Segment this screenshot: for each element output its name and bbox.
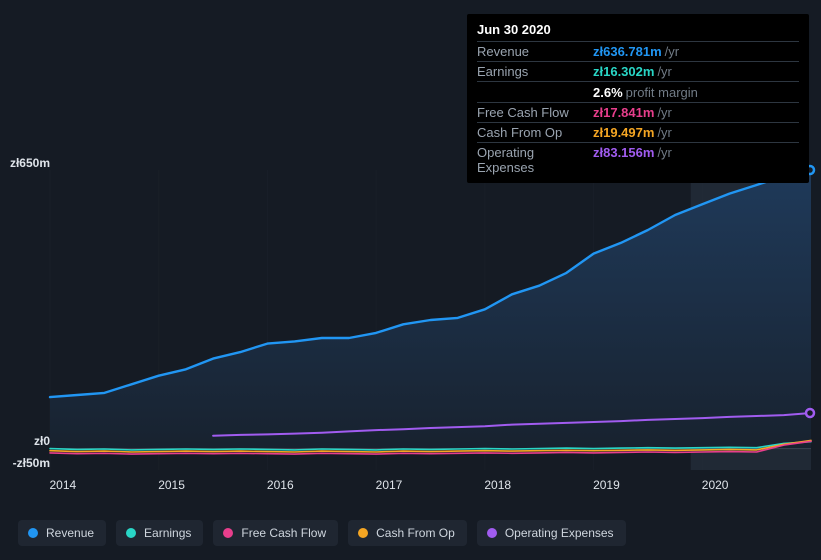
- tooltip-row: Earningszł16.302m/yr: [477, 61, 799, 81]
- tooltip-label: Cash From Op: [477, 125, 593, 140]
- tooltip-unit: /yr: [657, 145, 671, 160]
- tooltip-value: zł17.841m: [593, 105, 654, 120]
- tooltip-label: Earnings: [477, 64, 593, 79]
- x-axis-tick: 2016: [267, 478, 268, 492]
- x-axis-tick: 2020: [702, 478, 703, 492]
- y-axis-label-top: zł650m: [10, 156, 50, 170]
- tooltip-value: zł19.497m: [593, 125, 654, 140]
- x-axis-tick: 2018: [484, 478, 485, 492]
- legend-item[interactable]: Revenue: [18, 520, 106, 546]
- tooltip-label: Operating Expenses: [477, 145, 593, 175]
- tooltip-label: [477, 84, 593, 97]
- tooltip-row: 2.6%profit margin: [477, 81, 799, 102]
- legend-label: Revenue: [46, 526, 94, 540]
- legend-swatch: [126, 528, 136, 538]
- legend-swatch: [28, 528, 38, 538]
- tooltip-unit: profit margin: [626, 85, 698, 100]
- legend-item[interactable]: Cash From Op: [348, 520, 467, 546]
- legend-label: Cash From Op: [376, 526, 455, 540]
- legend-item[interactable]: Earnings: [116, 520, 203, 546]
- tooltip-row: Free Cash Flowzł17.841m/yr: [477, 102, 799, 122]
- legend-swatch: [358, 528, 368, 538]
- tooltip-value: zł636.781m: [593, 44, 662, 59]
- tooltip-label: Revenue: [477, 44, 593, 59]
- legend-item[interactable]: Operating Expenses: [477, 520, 626, 546]
- legend-item[interactable]: Free Cash Flow: [213, 520, 338, 546]
- tooltip-date: Jun 30 2020: [477, 20, 799, 41]
- tooltip-unit: /yr: [665, 44, 679, 59]
- chart-legend: Revenue Earnings Free Cash Flow Cash From O…: [18, 520, 626, 546]
- revenue-area: [50, 170, 811, 449]
- y-axis-label-neg: -zł50m: [13, 456, 50, 470]
- y-axis-label-zero: zł0: [34, 434, 50, 448]
- data-tooltip: Jun 30 2020Revenuezł636.781m/yrEarningsz…: [467, 14, 809, 183]
- x-axis-tick: 2015: [158, 478, 159, 492]
- legend-label: Free Cash Flow: [241, 526, 326, 540]
- legend-label: Earnings: [144, 526, 191, 540]
- tooltip-unit: /yr: [657, 64, 671, 79]
- tooltip-label: Free Cash Flow: [477, 105, 593, 120]
- tooltip-unit: /yr: [657, 125, 671, 140]
- x-axis-tick: 2017: [376, 478, 377, 492]
- tooltip-value: zł83.156m: [593, 145, 654, 160]
- tooltip-row: Operating Expenseszł83.156m/yr: [477, 142, 799, 177]
- operating_expenses-endpoint-marker: [806, 409, 814, 417]
- tooltip-value: 2.6%: [593, 85, 623, 100]
- x-axis-tick: 2019: [593, 478, 594, 492]
- tooltip-row: Revenuezł636.781m/yr: [477, 41, 799, 61]
- legend-swatch: [223, 528, 233, 538]
- x-axis-tick: 2014: [50, 478, 51, 492]
- chart-plot-area[interactable]: [50, 170, 811, 470]
- legend-swatch: [487, 528, 497, 538]
- legend-label: Operating Expenses: [505, 526, 614, 540]
- tooltip-unit: /yr: [657, 105, 671, 120]
- tooltip-value: zł16.302m: [593, 64, 654, 79]
- tooltip-row: Cash From Opzł19.497m/yr: [477, 122, 799, 142]
